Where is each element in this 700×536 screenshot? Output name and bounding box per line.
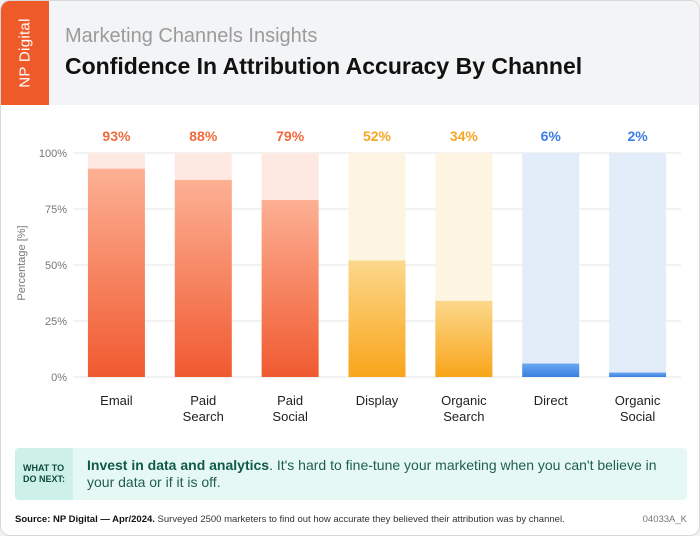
y-tick-label: 0% bbox=[51, 372, 67, 384]
bar bbox=[522, 363, 580, 377]
category-label: Social bbox=[620, 409, 656, 424]
chart-subtitle: Marketing Channels Insights bbox=[65, 25, 318, 47]
bar bbox=[174, 179, 232, 377]
np-digital-logo: NP Digital bbox=[1, 1, 49, 105]
value-label: 79% bbox=[276, 128, 305, 144]
source-text: Surveyed 2500 marketers to find out how … bbox=[154, 514, 565, 525]
chart-title: Confidence In Attribution Accuracy By Ch… bbox=[65, 53, 583, 79]
bar-chart: 0%25%50%75%100%93%Email88%PaidSearch79%P… bbox=[16, 128, 681, 424]
value-label: 2% bbox=[627, 128, 648, 144]
category-label: Paid bbox=[277, 393, 303, 408]
category-label: Social bbox=[272, 409, 308, 424]
value-label: 88% bbox=[189, 128, 218, 144]
figure-code: 04033A_K bbox=[642, 514, 687, 525]
value-label: 52% bbox=[363, 128, 392, 144]
y-axis-label: Percentage [%] bbox=[16, 225, 28, 300]
category-label: Search bbox=[443, 409, 484, 424]
bars bbox=[87, 168, 667, 377]
callout-tag: WHAT TO DO NEXT: bbox=[15, 448, 73, 500]
category-label: Organic bbox=[441, 393, 487, 408]
y-tick-label: 75% bbox=[45, 204, 67, 216]
callout-body-text: . It's hard to fine-tune your marketing … bbox=[87, 457, 657, 490]
category-label: Email bbox=[100, 393, 133, 408]
bar bbox=[261, 200, 319, 377]
labels: 0%25%50%75%100%93%Email88%PaidSearch79%P… bbox=[39, 128, 661, 424]
bar bbox=[609, 372, 667, 377]
bar bbox=[348, 260, 406, 377]
category-label: Display bbox=[356, 393, 399, 408]
value-label: 93% bbox=[102, 128, 131, 144]
callout-bold-text: Invest in data and analytics bbox=[87, 457, 270, 473]
bar-track bbox=[609, 153, 667, 377]
y-tick-label: 100% bbox=[39, 148, 67, 160]
bar bbox=[435, 300, 493, 377]
header: NP Digital Marketing Channels Insights C… bbox=[1, 1, 699, 105]
next-steps-callout: WHAT TO DO NEXT: Invest in data and anal… bbox=[15, 448, 687, 500]
value-label: 6% bbox=[541, 128, 562, 144]
value-label: 34% bbox=[450, 128, 479, 144]
bar bbox=[87, 168, 145, 377]
category-label: Organic bbox=[615, 393, 661, 408]
y-tick-label: 50% bbox=[45, 260, 67, 272]
callout-text: Invest in data and analytics. It's hard … bbox=[87, 457, 677, 491]
bar-track bbox=[522, 153, 580, 377]
source-note: Source: NP Digital — Apr/2024. Surveyed … bbox=[15, 514, 565, 525]
category-label: Search bbox=[183, 409, 224, 424]
source-label: Source: NP Digital — Apr/2024. bbox=[15, 514, 155, 525]
logo-text: NP Digital bbox=[16, 18, 34, 88]
category-label: Direct bbox=[534, 393, 568, 408]
category-label: Paid bbox=[190, 393, 216, 408]
y-tick-label: 25% bbox=[45, 316, 67, 328]
